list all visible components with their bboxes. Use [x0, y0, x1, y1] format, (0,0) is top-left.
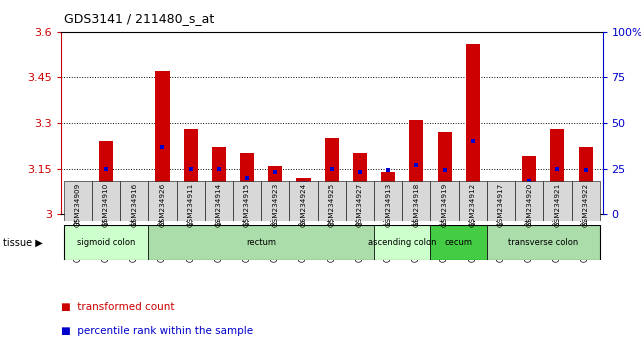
Bar [63, 181, 92, 221]
Bar [403, 181, 431, 221]
Bar [522, 156, 537, 214]
Text: sigmoid colon: sigmoid colon [77, 238, 135, 247]
Bar [374, 225, 431, 260]
Text: tissue ▶: tissue ▶ [3, 238, 43, 247]
Bar [233, 181, 261, 221]
Text: GSM234921: GSM234921 [554, 183, 560, 227]
Text: rectum: rectum [246, 238, 276, 247]
Bar [176, 181, 204, 221]
Text: GSM234923: GSM234923 [272, 183, 278, 227]
Text: GSM234925: GSM234925 [329, 183, 335, 227]
Text: ascending colon: ascending colon [368, 238, 437, 247]
Text: GSM234910: GSM234910 [103, 183, 109, 227]
Bar [544, 181, 572, 221]
Bar [268, 166, 282, 214]
Bar [487, 225, 600, 260]
Bar [515, 181, 544, 221]
Text: cecum: cecum [445, 238, 472, 247]
Text: ■  percentile rank within the sample: ■ percentile rank within the sample [61, 326, 253, 336]
Text: GSM234926: GSM234926 [160, 183, 165, 227]
Text: GSM234927: GSM234927 [357, 183, 363, 227]
Text: GSM234912: GSM234912 [470, 183, 476, 227]
Bar [551, 129, 565, 214]
Bar [296, 178, 310, 214]
Text: transverse colon: transverse colon [508, 238, 578, 247]
Bar [324, 138, 339, 214]
Bar [183, 129, 197, 214]
Text: GSM234920: GSM234920 [526, 183, 532, 227]
Text: GSM234919: GSM234919 [442, 183, 447, 227]
Text: GSM234918: GSM234918 [413, 183, 419, 227]
Bar [261, 181, 289, 221]
Bar [212, 147, 226, 214]
Bar [438, 132, 452, 214]
Bar [120, 181, 148, 221]
Bar [431, 225, 487, 260]
Bar [240, 153, 254, 214]
Bar [92, 181, 120, 221]
Bar [374, 181, 403, 221]
Bar [127, 190, 141, 214]
Bar [494, 211, 508, 214]
Bar [289, 181, 317, 221]
Text: GSM234922: GSM234922 [583, 183, 588, 227]
Bar [381, 172, 395, 214]
Bar [99, 141, 113, 214]
Bar [155, 72, 169, 214]
Text: GSM234916: GSM234916 [131, 183, 137, 227]
Text: GSM234909: GSM234909 [75, 183, 81, 227]
Bar [346, 181, 374, 221]
Bar [71, 196, 85, 214]
Bar [317, 181, 346, 221]
Text: GSM234915: GSM234915 [244, 183, 250, 227]
Bar [63, 225, 148, 260]
Bar [148, 181, 176, 221]
Text: GSM234924: GSM234924 [301, 183, 306, 227]
Text: GDS3141 / 211480_s_at: GDS3141 / 211480_s_at [64, 12, 214, 25]
Text: GSM234911: GSM234911 [188, 183, 194, 227]
Bar [459, 181, 487, 221]
Bar [204, 181, 233, 221]
Bar [148, 225, 374, 260]
Bar [431, 181, 459, 221]
Bar [466, 44, 480, 214]
Bar [579, 147, 593, 214]
Bar [410, 120, 424, 214]
Text: GSM234917: GSM234917 [498, 183, 504, 227]
Bar [487, 181, 515, 221]
Text: ■  transformed count: ■ transformed count [61, 302, 174, 312]
Bar [572, 181, 600, 221]
Text: GSM234913: GSM234913 [385, 183, 391, 227]
Bar [353, 153, 367, 214]
Text: GSM234914: GSM234914 [216, 183, 222, 227]
